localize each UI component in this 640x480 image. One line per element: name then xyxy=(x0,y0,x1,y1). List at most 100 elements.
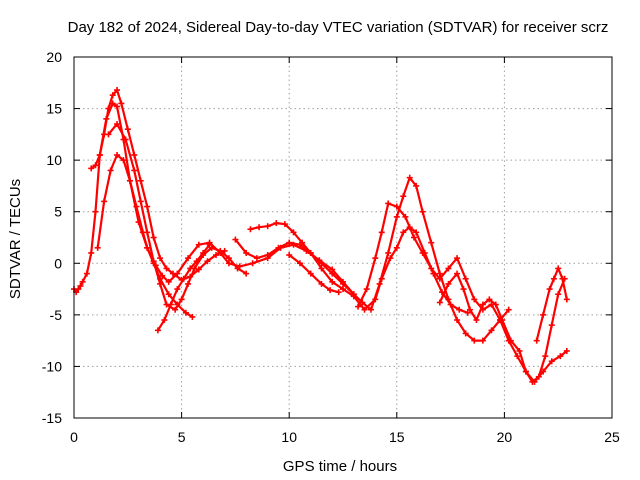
data-point-marker xyxy=(385,200,392,207)
data-point-marker xyxy=(187,265,194,272)
data-point-marker xyxy=(225,260,232,267)
data-point-marker xyxy=(428,239,435,246)
data-point-marker xyxy=(372,255,379,262)
plot-frame xyxy=(73,56,613,419)
data-point-marker xyxy=(256,224,263,231)
data-point-marker xyxy=(281,221,288,228)
data-point-marker xyxy=(182,309,189,316)
data-point-marker xyxy=(107,167,114,174)
data-point-marker xyxy=(436,270,443,277)
data-point-marker xyxy=(499,317,506,324)
data-point-marker xyxy=(471,296,478,303)
series-trace-2 xyxy=(88,87,228,283)
y-tick-label: -5 xyxy=(50,307,63,323)
data-point-marker xyxy=(486,296,493,303)
data-point-marker xyxy=(411,234,418,241)
data-point-marker xyxy=(361,306,368,313)
x-tick-label: 25 xyxy=(604,429,620,445)
data-point-marker xyxy=(253,255,260,262)
data-point-marker xyxy=(546,286,553,293)
y-tick-label: 5 xyxy=(54,204,62,220)
data-point-marker xyxy=(109,92,116,99)
data-point-marker xyxy=(114,87,121,94)
data-point-marker xyxy=(335,289,342,296)
data-point-marker xyxy=(327,287,334,294)
data-point-marker xyxy=(101,198,108,205)
data-point-marker xyxy=(522,368,529,375)
data-point-marker xyxy=(514,353,521,360)
data-point-marker xyxy=(137,177,144,184)
data-point-marker xyxy=(402,213,409,220)
data-point-marker xyxy=(131,151,138,158)
data-point-marker xyxy=(473,317,480,324)
data-point-marker xyxy=(157,280,164,287)
data-point-marker xyxy=(471,337,478,344)
data-point-marker xyxy=(460,286,467,293)
data-point-marker xyxy=(428,265,435,272)
data-point-marker xyxy=(535,373,542,380)
series-trace-10 xyxy=(436,270,568,385)
x-tick-label: 20 xyxy=(497,429,513,445)
data-point-marker xyxy=(555,291,562,298)
data-point-marker xyxy=(462,330,469,337)
data-point-marker xyxy=(340,280,346,287)
data-point-marker xyxy=(540,311,547,318)
data-point-marker xyxy=(516,347,523,354)
data-point-marker xyxy=(400,193,407,200)
data-point-marker xyxy=(350,291,357,298)
data-point-marker xyxy=(329,278,336,285)
data-point-marker xyxy=(479,301,486,308)
data-point-marker xyxy=(286,252,293,259)
data-point-marker xyxy=(507,337,514,344)
data-point-marker xyxy=(185,280,192,287)
axis-ticks: 0 5 10 15 20 25 -15 -10 -5 0 5 10 15 20 xyxy=(42,49,620,445)
data-point-marker xyxy=(150,258,157,265)
data-point-marker xyxy=(105,131,112,138)
data-point-marker xyxy=(144,244,151,251)
data-point-marker xyxy=(195,266,202,273)
data-point-marker xyxy=(163,265,170,272)
data-point-marker xyxy=(419,208,426,215)
data-point-marker xyxy=(105,105,112,112)
data-point-marker xyxy=(124,126,131,133)
data-point-marker xyxy=(217,247,224,254)
data-point-marker xyxy=(400,229,407,236)
grid-lines xyxy=(74,57,612,418)
data-point-marker xyxy=(159,272,166,279)
data-point-marker xyxy=(213,252,220,259)
data-point-marker xyxy=(559,275,566,282)
y-tick-label: -10 xyxy=(42,358,62,374)
data-point-marker xyxy=(232,236,239,243)
data-point-marker xyxy=(307,270,314,277)
data-point-marker xyxy=(466,306,473,313)
series-trace-3 xyxy=(94,151,196,320)
data-point-marker xyxy=(454,255,461,262)
data-point-marker xyxy=(243,249,250,256)
data-point-marker xyxy=(94,244,101,251)
data-point-marker xyxy=(88,249,95,256)
y-tick-label: 10 xyxy=(46,152,62,168)
y-tick-label: 20 xyxy=(46,49,62,65)
data-point-marker xyxy=(225,255,232,262)
data-point-marker xyxy=(533,337,540,344)
data-point-marker xyxy=(88,165,95,172)
data-point-marker xyxy=(150,234,157,241)
data-point-marker xyxy=(77,282,84,289)
data-point-marker xyxy=(492,301,499,308)
data-point-marker xyxy=(505,306,512,313)
y-tick-label: 0 xyxy=(54,255,62,271)
data-point-marker xyxy=(174,286,181,293)
data-point-marker xyxy=(367,306,374,313)
data-point-marker xyxy=(393,213,400,220)
data-point-marker xyxy=(167,301,174,308)
data-point-marker xyxy=(550,275,557,282)
x-tick-label: 0 xyxy=(70,429,78,445)
data-point-marker xyxy=(178,296,185,303)
data-point-marker xyxy=(393,203,400,210)
data-point-marker xyxy=(393,244,400,251)
data-point-marker xyxy=(563,296,570,303)
data-point-marker xyxy=(131,167,138,174)
data-point-marker xyxy=(193,258,200,265)
